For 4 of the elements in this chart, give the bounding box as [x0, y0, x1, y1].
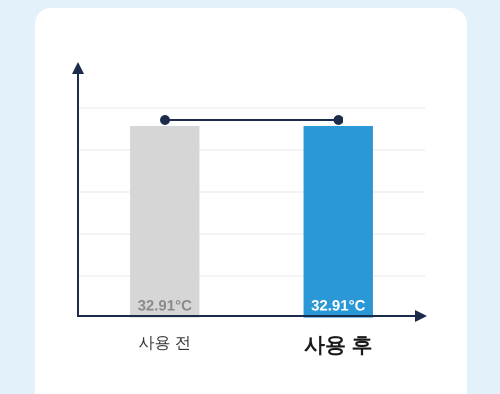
x-tick-label: 사용 전 [138, 334, 191, 352]
data-label: 32.91°C [311, 297, 366, 314]
data-label: 32.91°C [138, 297, 192, 314]
x-tick-label: 사용 후 [304, 334, 373, 358]
